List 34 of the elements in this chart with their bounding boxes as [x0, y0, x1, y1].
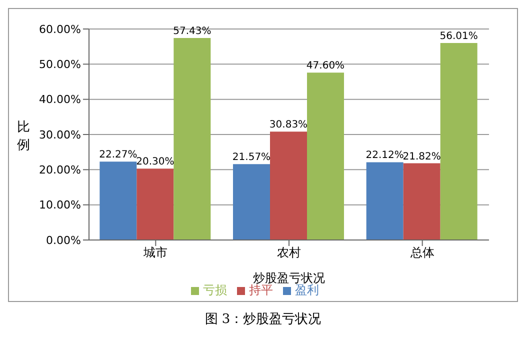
y-tick-label: 10.00%	[39, 198, 81, 212]
data-label: 22.27%	[99, 150, 138, 161]
data-label: 22.12%	[366, 150, 404, 162]
bar	[233, 164, 270, 240]
data-label: 47.60%	[306, 60, 345, 72]
bar	[100, 162, 137, 240]
legend-label: 亏损	[203, 283, 227, 297]
bar	[136, 168, 174, 240]
y-tick-label: 30.00%	[39, 128, 81, 142]
bar	[307, 72, 344, 240]
x-axis-title: 炒股盈亏状况	[253, 271, 325, 285]
y-tick-label: 40.00%	[39, 93, 81, 106]
caption: 图 3：炒股盈亏状况	[204, 311, 322, 328]
legend-label: 持平	[249, 283, 273, 297]
data-label: 56.01%	[440, 31, 478, 42]
data-label: 21.57%	[232, 152, 271, 164]
data-label: 21.82%	[402, 151, 441, 162]
y-axis-title: 比例	[17, 119, 31, 155]
bar	[174, 38, 211, 240]
data-label: 20.30%	[136, 156, 174, 168]
x-tick-label: 总体	[409, 246, 434, 260]
legend-label: 盈利	[295, 283, 319, 297]
x-tick-label: 城市	[142, 246, 168, 260]
bar	[270, 132, 307, 240]
bar	[366, 162, 404, 240]
y-tick-label: 50.00%	[39, 58, 81, 72]
data-label: 30.83%	[269, 120, 308, 131]
y-tick-label: 20.00%	[39, 164, 81, 177]
y-tick-label: 0.00%	[46, 234, 81, 247]
data-label: 57.43%	[173, 26, 212, 38]
bar	[403, 163, 440, 240]
x-tick-label: 农村	[277, 246, 301, 260]
bar	[440, 43, 478, 240]
y-tick-label: 60.00%	[39, 22, 81, 36]
